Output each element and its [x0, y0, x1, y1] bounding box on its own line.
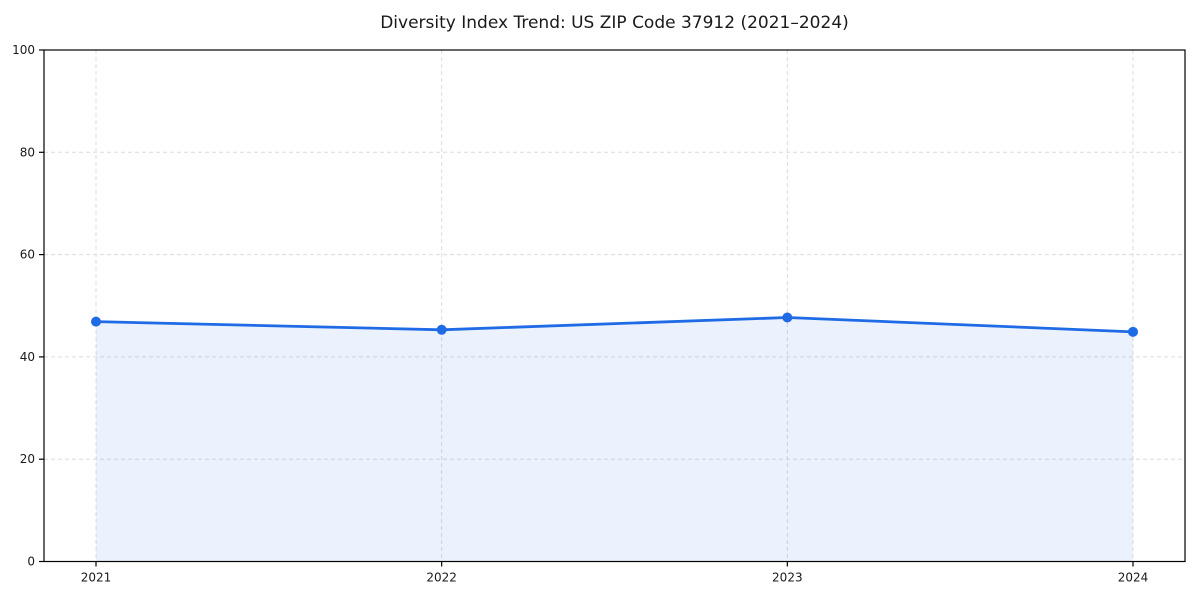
x-tick-label: 2022: [426, 571, 457, 585]
chart-title: Diversity Index Trend: US ZIP Code 37912…: [380, 13, 849, 33]
x-tick-label: 2021: [81, 571, 112, 585]
data-point-marker: [91, 316, 101, 327]
x-tick-label: 2024: [1118, 571, 1149, 585]
y-tick-label: 0: [27, 555, 35, 569]
y-tick-label: 80: [20, 145, 35, 159]
data-point-marker: [436, 324, 447, 335]
y-tick-label: 40: [20, 350, 35, 364]
y-tick-label: 100: [12, 43, 35, 57]
y-tick-label: 60: [20, 248, 35, 262]
data-point-marker: [1128, 326, 1138, 337]
data-point-marker: [782, 312, 793, 323]
trend-line: [94, 316, 1135, 334]
y-tick-label: 20: [20, 452, 35, 466]
area-fill: [96, 317, 1133, 562]
x-tick-label: 2023: [772, 571, 803, 585]
plot-border: [43, 49, 1186, 563]
